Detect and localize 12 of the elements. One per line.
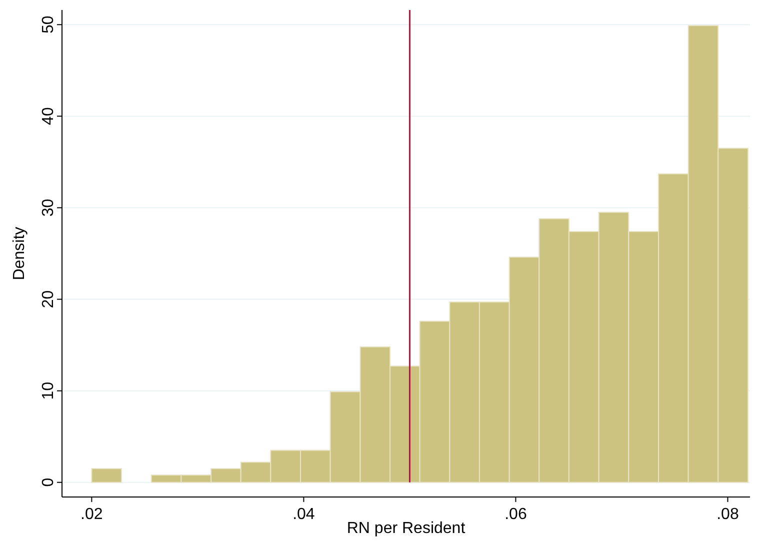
y-tick-label: 10 bbox=[40, 382, 57, 400]
y-tick-label: 50 bbox=[40, 16, 57, 34]
x-axis-title: RN per Resident bbox=[346, 520, 466, 537]
x-tick-label: .08 bbox=[716, 506, 739, 523]
x-tick-label: .06 bbox=[504, 506, 527, 523]
y-tick-label: 40 bbox=[40, 107, 57, 126]
x-tick-label: .04 bbox=[292, 506, 315, 523]
x-tick-label: .02 bbox=[80, 506, 103, 523]
y-axis-title: Density bbox=[11, 226, 28, 280]
y-tick-label: 20 bbox=[40, 290, 57, 308]
y-tick-label: 0 bbox=[40, 478, 57, 487]
y-tick-label: 30 bbox=[40, 198, 57, 217]
